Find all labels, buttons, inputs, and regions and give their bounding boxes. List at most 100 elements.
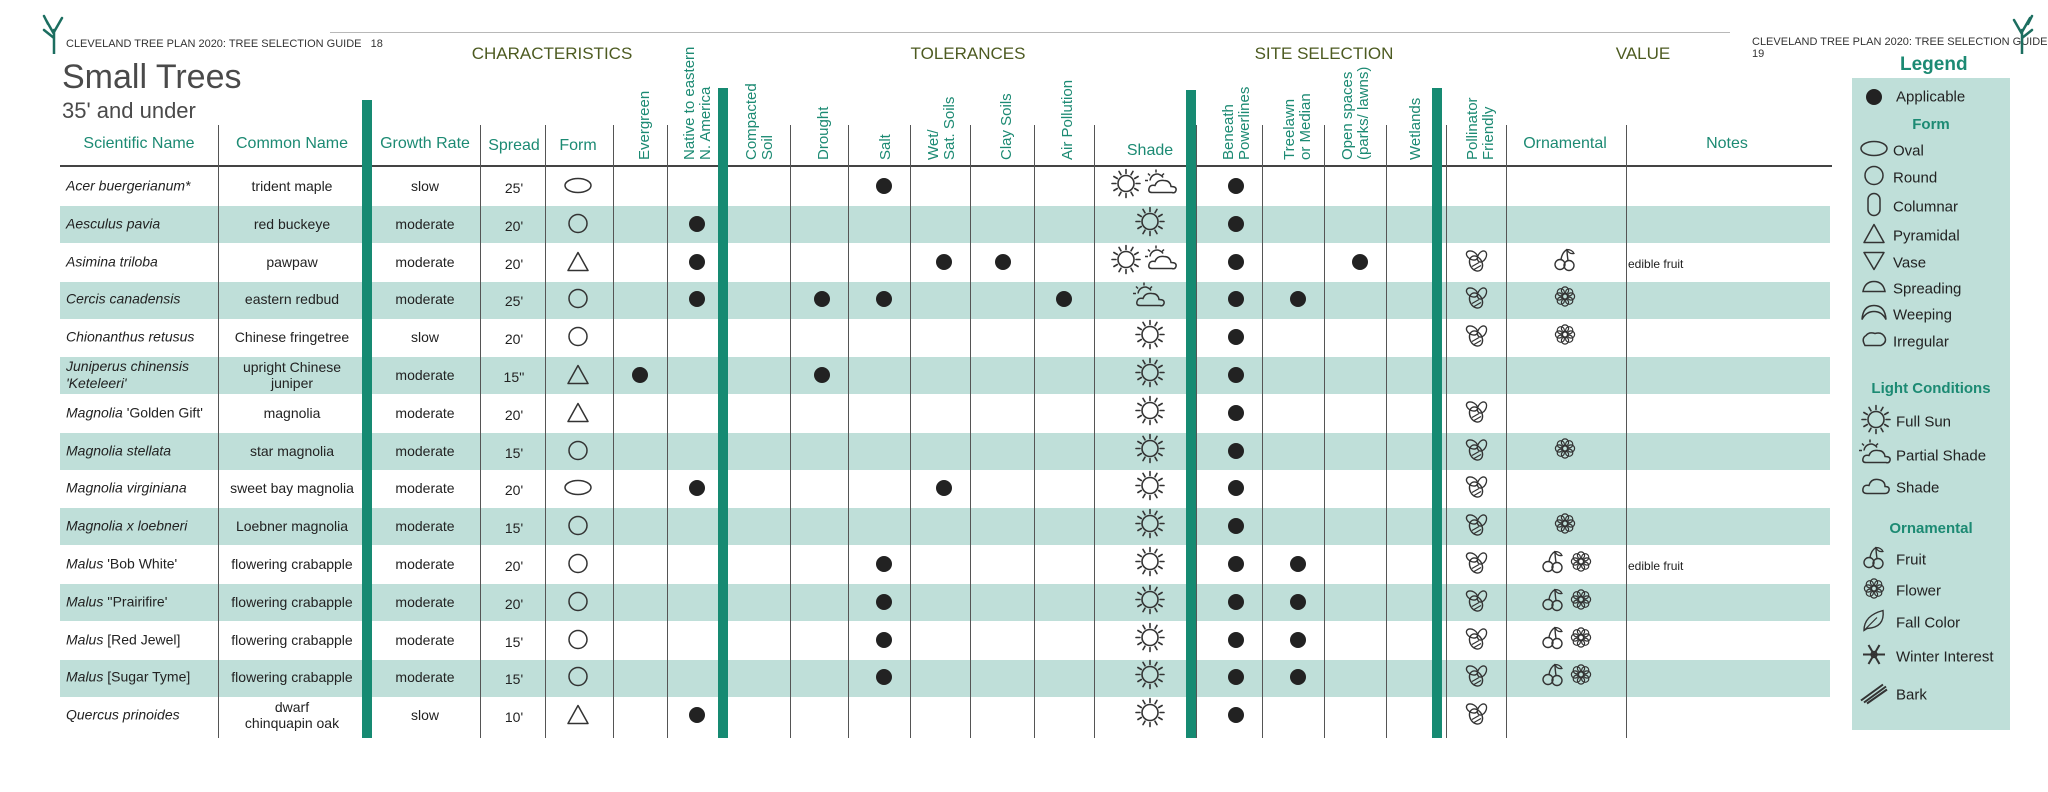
scientific-name: Malus (66, 555, 104, 572)
pollinator-bee-icon (1464, 702, 1490, 733)
applicable-dot (1290, 593, 1306, 610)
pollinator-bee-icon (1464, 664, 1490, 695)
pyramidal-icon (1862, 223, 1886, 250)
spread: 20' (504, 331, 524, 348)
spread: 25' (504, 293, 524, 310)
flower-icon (1569, 625, 1593, 654)
applicable-dot (876, 631, 892, 648)
applicable-dot (1228, 707, 1244, 724)
scientific-name: Cercis canadensis (66, 290, 181, 307)
col-salt: Salt (877, 134, 894, 160)
column-divider (910, 125, 911, 739)
col-pollinator: Pollinator Friendly (1464, 97, 1497, 160)
applicable-dot (1228, 442, 1244, 459)
column-divider (613, 125, 614, 739)
growth-rate: moderate (395, 367, 455, 383)
group-site-selection: SITE SELECTION (1254, 44, 1394, 63)
applicable-dot (1228, 329, 1244, 346)
table-row-scientific: Chionanthus retusus (66, 329, 194, 346)
spread: 15' (504, 633, 524, 650)
growth-rate: moderate (395, 593, 455, 610)
page-title: Small Trees (62, 58, 242, 96)
pyramidal-form-icon (566, 401, 590, 428)
section-bar (718, 88, 728, 739)
col-notes: Notes (1706, 135, 1748, 152)
pyramidal-form-icon (566, 364, 590, 391)
legend-panel (1852, 78, 2010, 730)
scientific-name: Aesculus pavia (66, 215, 161, 232)
applicable-dot (1228, 480, 1244, 497)
table-row-scientific: Juniperus chinensis 'Keteleeri' (66, 358, 189, 392)
scientific-name: Acer buergerianum* (66, 177, 191, 194)
table-row-scientific: Magnolia stellata (66, 442, 171, 459)
common-name: magnolia (263, 404, 321, 421)
weeping-icon (1860, 303, 1888, 328)
column-divider (545, 125, 546, 739)
table-row-common: star magnolia (250, 443, 334, 459)
applicable-dot (814, 367, 830, 383)
applicable-dot (632, 367, 648, 383)
common-name: sweet bay magnolia (230, 480, 354, 497)
scientific-name: Asimina triloba (66, 253, 158, 270)
group-value: VALUE (1615, 44, 1671, 63)
full-sun-icon (1135, 206, 1165, 241)
col-open-line1: Open spaces (1339, 71, 1356, 160)
scientific-name: Quercus prinoides (66, 706, 180, 723)
full-sun-icon (1135, 471, 1165, 506)
scientific-name: Magnolia virginiana (66, 479, 187, 496)
applicable-dot (876, 291, 892, 308)
legend-light-heading: Light Conditions (1871, 380, 1991, 397)
applicable-dot (1228, 556, 1244, 572)
applicable-dot (936, 253, 952, 270)
column-divider (1446, 125, 1447, 739)
cultivar-name: ''Prairifire' (103, 593, 168, 610)
legend-light-item: Shade (1896, 479, 1940, 497)
column-divider (1386, 125, 1387, 739)
col-common-name: Common Name (235, 135, 349, 152)
spread: 15' (504, 520, 524, 537)
spread: 20' (504, 558, 524, 574)
round-icon (1863, 165, 1885, 192)
full-sun-icon (1135, 395, 1165, 430)
spread: 20' (504, 406, 524, 423)
pollinator-bee-icon (1464, 551, 1490, 582)
shade-icon (1861, 475, 1891, 502)
col-wet-soils: Wet/Sat. Soils (925, 97, 958, 160)
table-row-scientific: Malus 'Bob White' (66, 556, 177, 573)
pollinator-bee-icon (1464, 588, 1490, 619)
fall-color-icon (1861, 608, 1887, 639)
applicable-dot (689, 480, 705, 497)
col-clay-text: Clay Soils (998, 93, 1015, 160)
partial-shade-icon (1132, 282, 1168, 317)
spread: 20' (504, 217, 524, 234)
growth-rate: moderate (395, 480, 455, 497)
page-subtitle: 35' and under (62, 98, 196, 123)
legend-form-item: Oval (1893, 142, 1924, 160)
column-divider (1034, 125, 1035, 739)
scientific-name: Malus (66, 631, 104, 648)
applicable-dot (1290, 556, 1306, 572)
applicable-dot (1228, 253, 1244, 270)
column-divider (1506, 125, 1507, 739)
column-divider (848, 125, 849, 739)
table-row-common: sweet bay magnolia (230, 480, 354, 496)
legend-title: Legend (1900, 54, 1968, 75)
spread: 20' (504, 595, 524, 612)
scientific-name: Malus (66, 668, 104, 685)
notes-cell: edible fruit (1628, 559, 1684, 573)
partial-shade-icon (1144, 169, 1180, 204)
common-name: trident maple (251, 178, 333, 194)
col-open-line2: (parks/ lawns) (1355, 66, 1372, 160)
col-native-line2: N. America (697, 86, 714, 160)
notes-cell: edible fruit (1628, 256, 1684, 271)
growth-rate: moderate (395, 669, 455, 686)
legend-form-item: Spreading (1893, 280, 1962, 298)
group-tolerances: TOLERANCES (910, 44, 1026, 63)
column-divider (667, 125, 668, 739)
section-bar (1432, 88, 1442, 739)
flower-icon (1553, 285, 1577, 314)
column-divider (970, 125, 971, 739)
col-open-spaces: Open spaces (parks/ lawns) (1339, 66, 1372, 160)
flower-icon (1553, 512, 1577, 541)
column-divider (1324, 125, 1325, 739)
